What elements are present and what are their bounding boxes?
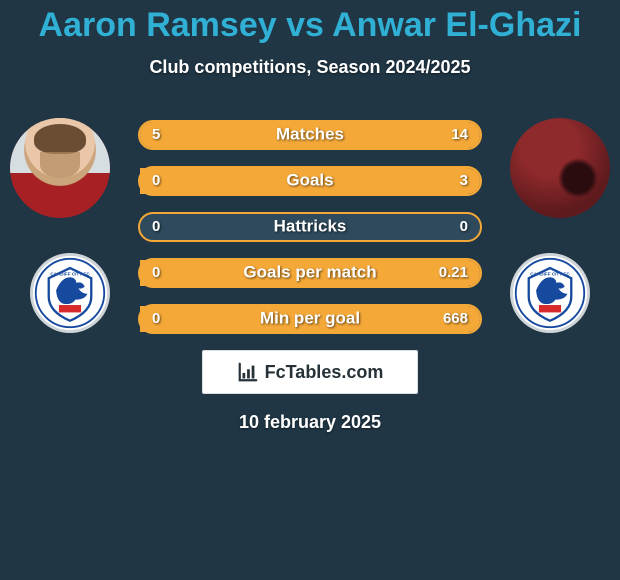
stat-label: Hattricks [274, 217, 347, 237]
club-crest-left: CARDIFF CITY FC [30, 253, 110, 333]
date-text: 10 february 2025 [0, 412, 620, 433]
cardiff-crest-icon: CARDIFF CITY FC [513, 256, 587, 330]
player-left-avatar [10, 118, 110, 218]
subtitle: Club competitions, Season 2024/2025 [0, 57, 620, 78]
comparison-card: Aaron Ramsey vs Anwar El-Ghazi Club comp… [0, 0, 620, 433]
player-right-avatar [510, 118, 610, 218]
page-title: Aaron Ramsey vs Anwar El-Ghazi [0, 6, 620, 45]
stat-value-right: 668 [443, 310, 468, 327]
stat-value-right: 14 [451, 126, 468, 143]
stat-label: Matches [276, 125, 344, 145]
stat-bars: 5 Matches 14 0 Goals 3 0 Hattricks 0 0 Goals per m… [138, 118, 482, 334]
stat-value-left: 0 [152, 310, 160, 327]
stat-bar: 0 Min per goal 668 [138, 304, 482, 334]
stat-value-right: 3 [460, 172, 468, 189]
stat-bar: 0 Goals per match 0.21 [138, 258, 482, 288]
brand-box: FcTables.com [202, 350, 418, 394]
player-right-face [510, 118, 610, 218]
player-left-face [10, 118, 110, 218]
svg-text:CARDIFF CITY FC: CARDIFF CITY FC [530, 271, 570, 276]
stat-value-left: 0 [152, 218, 160, 235]
stat-label: Min per goal [260, 309, 360, 329]
stat-value-right: 0 [460, 218, 468, 235]
stat-bar: 0 Goals 3 [138, 166, 482, 196]
stat-value-left: 0 [152, 264, 160, 281]
stat-bar: 0 Hattricks 0 [138, 212, 482, 242]
stat-value-left: 5 [152, 126, 160, 143]
stat-value-right: 0.21 [439, 264, 468, 281]
bar-chart-icon [237, 361, 259, 383]
content-area: CARDIFF CITY FC CARDIFF CITY FC 5 Matches… [0, 118, 620, 433]
svg-text:CARDIFF CITY FC: CARDIFF CITY FC [50, 271, 90, 276]
stat-label: Goals [286, 171, 333, 191]
brand-text: FcTables.com [265, 362, 384, 383]
stat-fill-right [228, 122, 480, 148]
cardiff-crest-icon: CARDIFF CITY FC [33, 256, 107, 330]
stat-bar: 5 Matches 14 [138, 120, 482, 150]
stat-value-left: 0 [152, 172, 160, 189]
club-crest-right: CARDIFF CITY FC [510, 253, 590, 333]
stat-label: Goals per match [243, 263, 376, 283]
